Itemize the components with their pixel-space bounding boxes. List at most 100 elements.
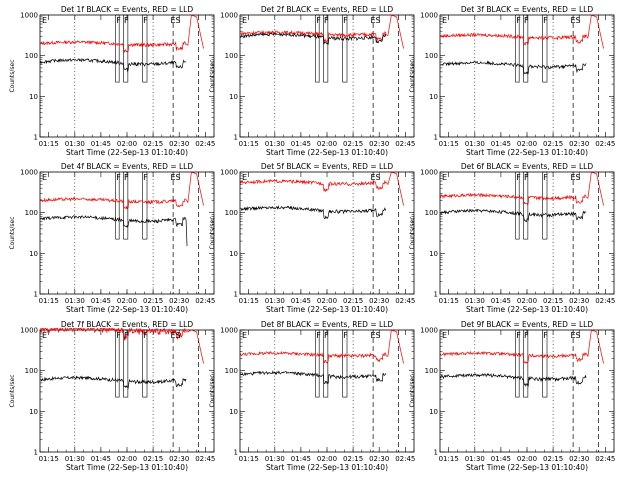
flag-marker-box [542, 14, 548, 83]
x-tick-label: 01:15 [39, 455, 59, 463]
x-tick-label: 01:30 [465, 297, 485, 305]
x-tick-label: 02:15 [343, 140, 363, 148]
y-axis-label: Counts/sec [9, 59, 16, 92]
marker-label-e: E [242, 16, 247, 25]
x-tick-label: 02:45 [595, 140, 615, 148]
marker-label-f: F [124, 331, 129, 340]
marker-label-e: E [442, 331, 447, 340]
marker-label-f: F [143, 16, 148, 25]
y-tick-label: 100 [25, 52, 38, 60]
series-line-events [240, 370, 387, 385]
y-axis-label: Counts/sec [209, 216, 216, 249]
y-axis-label: Counts/sec [409, 59, 416, 92]
marker-label-f: F [516, 173, 521, 182]
y-tick-label: 1 [34, 134, 38, 142]
flag-marker-box [142, 329, 148, 398]
x-tick-label: 02:15 [143, 140, 163, 148]
x-tick-label: 02:30 [169, 455, 189, 463]
marker-label-f: F [543, 331, 548, 340]
x-tick-label: 02:00 [317, 140, 337, 148]
x-tick-label: 02:30 [169, 140, 189, 148]
x-tick-label: 01:45 [91, 297, 111, 305]
y-tick-label: 10 [229, 93, 238, 101]
marker-label-f: F [116, 16, 121, 25]
flag-marker-box [142, 14, 148, 83]
y-tick-label: 100 [25, 209, 38, 217]
x-tick-label: 01:15 [239, 455, 259, 463]
x-tick-label: 02:30 [169, 297, 189, 305]
marker-label-f: F [124, 173, 129, 182]
x-tick-label: 01:30 [65, 455, 85, 463]
marker-label-f: F [524, 173, 529, 182]
flag-marker-box [542, 171, 548, 240]
flag-marker-box [315, 14, 320, 83]
flag-marker-box [523, 329, 529, 398]
panel-title: Det 4f BLACK = Events, RED = LLD [61, 162, 194, 171]
panel-title: Det 3f BLACK = Events, RED = LLD [461, 5, 594, 14]
y-axis-label: Counts/sec [9, 374, 16, 407]
y-tick-label: 1000 [20, 12, 38, 20]
series-line-lld [440, 329, 604, 365]
series-line-events [40, 57, 187, 73]
detector-panel: Det 1f BLACK = Events, RED = LLD Counts/s… [9, 5, 215, 157]
flag-marker-box [115, 329, 120, 398]
y-tick-label: 10 [229, 408, 238, 416]
marker-label-f: F [124, 16, 129, 25]
x-tick-label: 02:45 [195, 455, 215, 463]
panel-title: Det 6f BLACK = Events, RED = LLD [461, 162, 594, 171]
y-tick-label: 1 [434, 291, 438, 299]
series-line-lld [440, 14, 604, 49]
y-axis-label: Counts/sec [209, 374, 216, 407]
detector-panel: Det 8f BLACK = Events, RED = LLD Counts/s… [209, 320, 415, 472]
series-line-events [40, 215, 188, 247]
x-tick-label: 02:00 [517, 140, 537, 148]
x-tick-label: 02:45 [595, 297, 615, 305]
x-tick-label: 02:00 [517, 297, 537, 305]
x-tick-label: 02:30 [569, 297, 589, 305]
marker-label-f: F [143, 331, 148, 340]
detector-panel: Det 5f BLACK = Events, RED = LLD Counts/s… [209, 162, 415, 314]
y-tick-label: 100 [425, 209, 438, 217]
x-tick-label: 02:00 [117, 140, 137, 148]
marker-label-e: E [442, 16, 447, 25]
flag-marker-box [515, 329, 520, 398]
x-tick-label: 02:15 [143, 297, 163, 305]
y-tick-label: 1 [434, 449, 438, 457]
detector-panel: Det 4f BLACK = Events, RED = LLD Counts/s… [9, 162, 215, 314]
x-axis-label: Start Time (22-Sep-13 01:10:40) [66, 305, 188, 314]
series-line-events [240, 31, 387, 45]
x-tick-label: 02:15 [543, 140, 563, 148]
marker-label-es: ES [371, 16, 381, 25]
series-line-events [440, 60, 587, 75]
flag-marker-box [315, 329, 320, 398]
y-tick-label: 100 [25, 367, 38, 375]
marker-label-f: F [516, 331, 521, 340]
x-tick-label: 02:15 [143, 455, 163, 463]
y-tick-label: 1 [234, 449, 238, 457]
x-tick-label: 01:30 [465, 455, 485, 463]
x-axis-label: Start Time (22-Sep-13 01:10:40) [466, 463, 588, 472]
series-line-events [440, 208, 587, 223]
marker-label-f: F [516, 16, 521, 25]
flag-marker-box [342, 329, 348, 398]
y-tick-label: 1000 [20, 327, 38, 335]
marker-label-e: E [242, 331, 247, 340]
marker-label-f: F [543, 173, 548, 182]
x-tick-label: 01:30 [265, 297, 285, 305]
y-tick-label: 100 [225, 367, 238, 375]
x-tick-label: 02:00 [517, 455, 537, 463]
x-tick-label: 02:45 [395, 297, 415, 305]
marker-label-f: F [316, 331, 321, 340]
marker-label-f: F [524, 16, 529, 25]
y-tick-label: 10 [29, 408, 38, 416]
plot-frame [439, 14, 615, 138]
x-tick-label: 02:15 [543, 455, 563, 463]
detector-panel: Det 9f BLACK = Events, RED = LLD Counts/s… [409, 320, 615, 472]
series-line-lld [240, 329, 404, 364]
y-axis-label: Counts/sec [409, 216, 416, 249]
panel-title: Det 8f BLACK = Events, RED = LLD [261, 320, 394, 329]
y-tick-label: 1 [434, 134, 438, 142]
y-axis-label: Counts/sec [409, 374, 416, 407]
x-tick-label: 01:30 [65, 297, 85, 305]
